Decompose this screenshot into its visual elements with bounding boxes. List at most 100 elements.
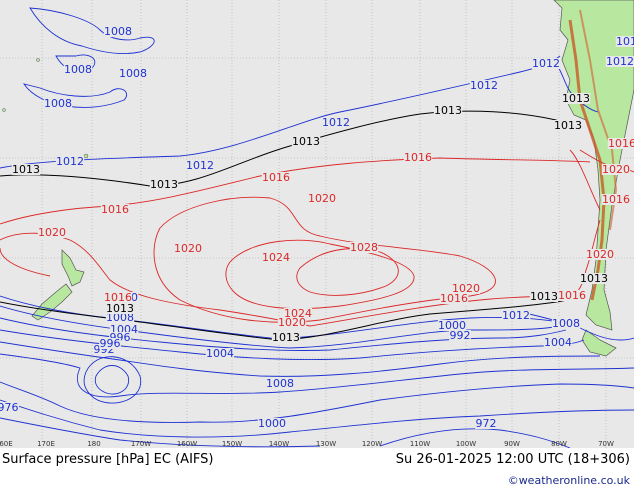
- isobar-label-ref: 1013: [150, 178, 178, 191]
- isobar-label-bg: [103, 292, 133, 303]
- isobar-label-bg: [261, 252, 291, 263]
- landmasses: [2, 0, 634, 357]
- valid-time: Su 26-01-2025 12:00 UTC (18+306): [395, 452, 630, 467]
- isobar-label-ref: 1013: [292, 135, 320, 148]
- longitude-label: 100W: [456, 440, 476, 448]
- isobar-label-ref: 1013: [530, 290, 558, 303]
- isobar-label-bg: [11, 164, 41, 175]
- isobar-label-bg: [561, 93, 591, 104]
- isobar-label-bg: [149, 179, 179, 190]
- longitude-label: 140W: [269, 440, 289, 448]
- isobar-label-high: 1016: [608, 137, 634, 150]
- isobar-label-bg: [321, 117, 351, 128]
- isobar-label-bg: [349, 242, 379, 253]
- pressure-map: 60E 170E 180 170W 160W 150W 140W 130W 120W 110W 10…: [0, 0, 634, 448]
- isobar-label-ref: 1013: [580, 272, 608, 285]
- isobar-label-bg: [475, 418, 497, 429]
- isobar-label-low: 1000: [258, 417, 286, 430]
- isobar-label-bg: [531, 58, 561, 69]
- map-title: Surface pressure [hPa] EC (AIFS): [2, 452, 214, 467]
- isobar-label-high: 1024: [262, 251, 290, 264]
- isobar-label-bg: [105, 303, 135, 314]
- isobar-label-high: 1028: [350, 241, 378, 254]
- longitude-label: 60E: [0, 440, 13, 448]
- isobar-label-bg: [265, 378, 295, 389]
- isobar-label-low: 1008: [552, 317, 580, 330]
- pacific-island: [83, 153, 89, 159]
- isobar-label-bg: [103, 26, 133, 37]
- isobar-label-bg: [615, 36, 634, 47]
- isobar-label-bg: [173, 243, 203, 254]
- pacific-island-3: [2, 108, 6, 112]
- isobar-label-bg: [307, 193, 337, 204]
- isobar-label-high: 1024: [284, 307, 312, 320]
- longitude-label: 130W: [316, 440, 336, 448]
- isobar-label-bg: [449, 330, 471, 341]
- isobar-label-low: 992: [450, 329, 471, 342]
- isobar-label-bg: [93, 344, 115, 355]
- isobar-label-low: 972: [476, 417, 497, 430]
- credit-link[interactable]: ©weatheronline.co.uk: [507, 474, 630, 487]
- longitude-label: 80W: [551, 440, 567, 448]
- isobar-label-bg: [37, 227, 67, 238]
- longitude-label: 70W: [598, 440, 614, 448]
- isobar-label-bg: [529, 291, 559, 302]
- isobar-label-low: 1004: [206, 347, 234, 360]
- isobar-label-low: 1008: [44, 97, 72, 110]
- isobar-label-bg: [257, 418, 287, 429]
- isobar-label-bg: [543, 337, 573, 348]
- isobar-label-high: 1020: [174, 242, 202, 255]
- isobar-label-low: 1012: [56, 155, 84, 168]
- map-footer: Surface pressure [hPa] EC (AIFS) Su 26-0…: [0, 448, 634, 490]
- isobar-label-bg: [205, 348, 235, 359]
- map-canvas: 60E 170E 180 170W 160W 150W 140W 130W 120W 110W 10…: [0, 0, 634, 448]
- longitude-label: 150W: [222, 440, 242, 448]
- isobar-label-bg: [55, 156, 85, 167]
- isobar-label-high: 1016: [101, 203, 129, 216]
- isobar-label-low: 1012: [186, 159, 214, 172]
- isobar-label-ref: 1013: [562, 92, 590, 105]
- isobar-label-bg: [105, 312, 135, 323]
- isobar-label-high: 1016: [262, 171, 290, 184]
- isobar-label-bg: [0, 402, 19, 413]
- longitude-label: 110W: [410, 440, 430, 448]
- isobar-label-low: 1012: [606, 55, 634, 68]
- isobar-label-bg: [109, 332, 131, 343]
- isobar-label-low: 1008: [64, 63, 92, 76]
- isobar-label-ref: 1013: [106, 302, 134, 315]
- longitude-label: 180: [87, 440, 100, 448]
- isobar-label-bg: [283, 308, 313, 319]
- isobar-label-ref: 1013: [272, 331, 300, 344]
- isobar-label-low: 1012: [532, 57, 560, 70]
- isobar-label-ref: 1013: [12, 163, 40, 176]
- isobar-label-bg: [601, 164, 631, 175]
- isobar-label-ref: 1013: [434, 104, 462, 117]
- tierra-del-fuego: [581, 329, 617, 357]
- isobar-label-high: 1016: [440, 292, 468, 305]
- isobar-labels: 1008 1008 1008 1008 1012 1012 1012 1012 1012 1012…: [0, 25, 634, 430]
- isobar-label-low: 1004: [544, 336, 572, 349]
- isobar-label-low: 1008: [266, 377, 294, 390]
- isobar-label-bg: [100, 204, 130, 215]
- longitude-label: 90W: [504, 440, 520, 448]
- isobar-label-bg: [451, 283, 481, 294]
- isobar-label-bg: [433, 105, 463, 116]
- isobar-label-bg: [291, 136, 321, 147]
- ocean-background: [0, 0, 634, 448]
- isobar-label-bg: [109, 324, 139, 335]
- isobar-label-high: 1016: [104, 291, 132, 304]
- isobar-label-bg: [605, 56, 634, 67]
- isobar-label-bg: [437, 320, 467, 331]
- isobar-label-bg: [99, 338, 121, 349]
- isobar-label-high: 1020: [586, 248, 614, 261]
- isobar-label-low: 1008: [119, 67, 147, 80]
- isobar-label-low: 1012: [616, 35, 634, 48]
- isobar-label-ref: 1013: [554, 119, 582, 132]
- isobar-label-high: 1020: [602, 163, 630, 176]
- isobar-label-bg: [501, 310, 531, 321]
- isobar-label-bg: [261, 172, 291, 183]
- longitude-label: 160W: [177, 440, 197, 448]
- new-zealand-north: [61, 249, 85, 287]
- isobar-label-bg: [585, 249, 615, 260]
- isobar-label-bg: [403, 152, 433, 163]
